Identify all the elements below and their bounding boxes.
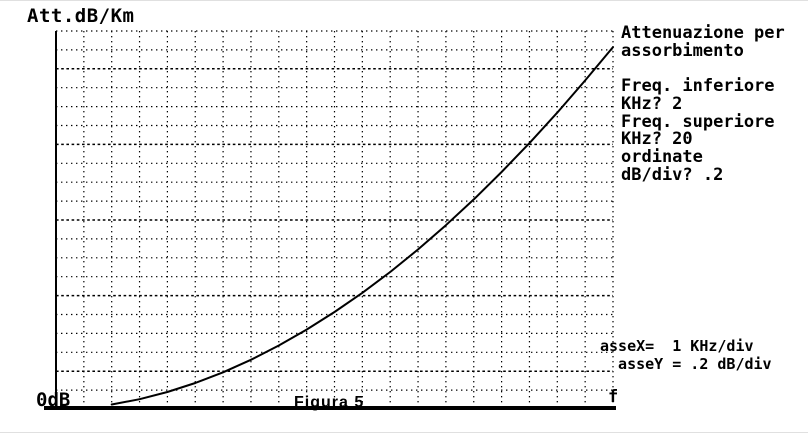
attenuation-curve [110,46,614,406]
figure-caption: Figura 5 [294,394,365,411]
x-axis-label: f [608,387,619,407]
program-prompt-panel: Attenuazione per assorbimento Freq. infe… [621,23,785,185]
y-axis-label: Att.dB/Km [27,5,135,27]
origin-label: 0dB [36,389,71,411]
axes-scale-info: asseX= 1 KHz/div asseY = .2 dB/div [600,337,772,373]
